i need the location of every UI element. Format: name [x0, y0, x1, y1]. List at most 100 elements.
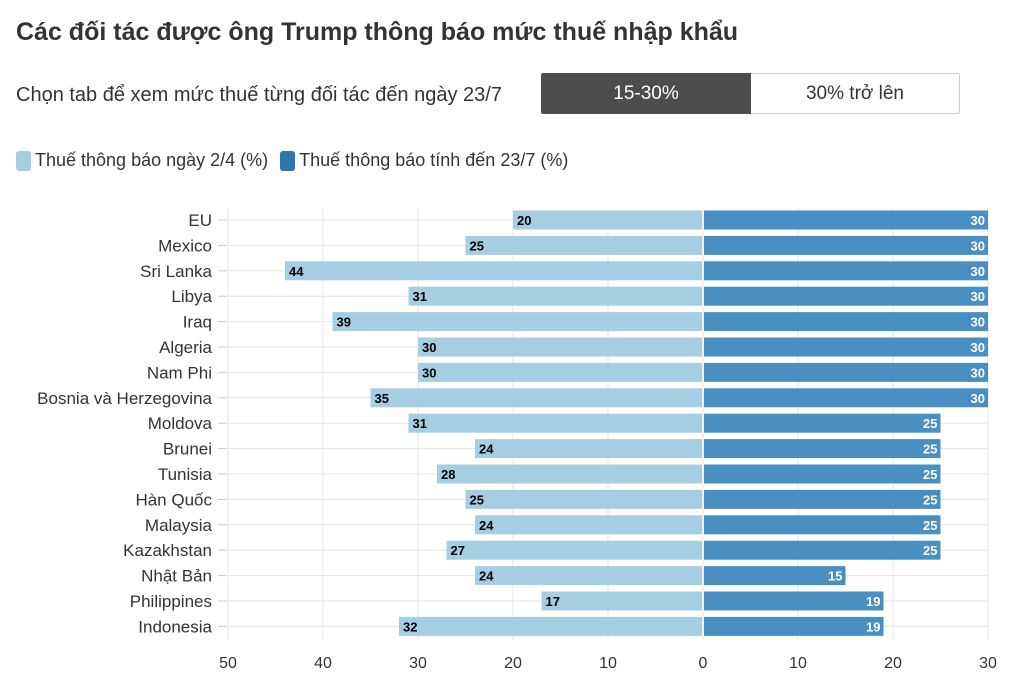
data-label-before: 35 [375, 391, 389, 406]
bar-before[interactable] [475, 439, 702, 459]
category-label: Hàn Quốc [135, 490, 212, 509]
data-label-after: 30 [971, 238, 985, 253]
bar-after[interactable] [704, 362, 988, 382]
legend-swatch-before [16, 150, 31, 171]
data-label-after: 30 [971, 289, 985, 304]
data-label-before: 20 [517, 213, 531, 228]
category-label: Tunisia [158, 465, 213, 484]
data-label-after: 19 [866, 619, 880, 634]
bar-before[interactable] [399, 616, 702, 636]
data-label-after: 30 [971, 340, 985, 355]
category-label: Iraq [183, 313, 212, 332]
bar-after[interactable] [704, 312, 988, 332]
data-label-after: 30 [971, 264, 985, 279]
bar-before[interactable] [475, 566, 702, 586]
data-label-before: 17 [546, 594, 560, 609]
x-tick-label: 20 [504, 655, 522, 672]
bar-before[interactable] [418, 337, 702, 357]
bar-before[interactable] [370, 388, 703, 408]
category-label: Moldova [148, 414, 213, 433]
data-label-before: 44 [289, 264, 304, 279]
bar-before[interactable] [332, 312, 703, 332]
data-label-after: 25 [923, 518, 937, 533]
x-axis: 50 40 30 20 10 0 10 20 30 [219, 655, 997, 672]
bar-before[interactable] [475, 515, 702, 535]
bar-after[interactable] [704, 566, 846, 586]
bar-before[interactable] [437, 464, 702, 484]
data-label-before: 32 [403, 619, 417, 634]
bar-before[interactable] [418, 362, 702, 382]
bar-after[interactable] [704, 413, 941, 433]
data-label-before: 31 [413, 289, 427, 304]
data-label-after: 25 [923, 492, 937, 507]
data-label-after: 30 [971, 213, 985, 228]
bar-before[interactable] [465, 489, 703, 509]
chart-subtitle: Chọn tab để xem mức thuế từng đối tác đế… [16, 84, 502, 106]
data-label-before: 24 [479, 518, 494, 533]
bar-before[interactable] [513, 210, 702, 230]
x-tick-label: 50 [219, 655, 237, 672]
bar-after[interactable] [704, 235, 988, 255]
bar-after[interactable] [704, 439, 941, 459]
data-label-after: 30 [971, 391, 985, 406]
category-label: Brunei [163, 440, 212, 459]
x-tick-label: 10 [599, 655, 617, 672]
bar-after[interactable] [704, 337, 988, 357]
bar-after[interactable] [704, 616, 884, 636]
data-label-after: 19 [866, 594, 880, 609]
bar-before[interactable] [465, 235, 703, 255]
category-label: Algeria [159, 338, 212, 357]
tab-group: 15-30% 30% trở lên [541, 73, 960, 114]
tab-30-plus[interactable]: 30% trở lên [751, 73, 960, 114]
data-label-before: 25 [470, 238, 484, 253]
category-label: Sri Lanka [140, 262, 212, 281]
bar-after[interactable] [704, 591, 884, 611]
data-label-before: 25 [470, 492, 484, 507]
data-label-before: 24 [479, 442, 494, 457]
x-tick-label: 0 [699, 655, 708, 672]
data-label-before: 27 [451, 543, 465, 558]
bar-before[interactable] [285, 261, 702, 281]
data-label-after: 30 [971, 365, 985, 380]
bar-after[interactable] [704, 286, 988, 306]
category-label: Mexico [158, 236, 212, 255]
bar-after[interactable] [704, 489, 941, 509]
category-label: Indonesia [138, 617, 212, 636]
data-label-before: 30 [422, 365, 436, 380]
category-label: Nhật Bản [141, 567, 212, 586]
bar-after[interactable] [704, 540, 941, 560]
x-tick-label: 30 [979, 655, 997, 672]
bars-layer [285, 210, 988, 636]
bar-after[interactable] [704, 464, 941, 484]
data-label-after: 15 [828, 569, 842, 584]
legend-item-after[interactable]: Thuế thông báo tính đến 23/7 (%) [280, 150, 568, 171]
x-tick-label: 30 [409, 655, 427, 672]
bar-after[interactable] [704, 261, 988, 281]
bar-after[interactable] [704, 210, 988, 230]
legend-swatch-after [280, 150, 296, 171]
legend-item-before[interactable]: Thuế thông báo ngày 2/4 (%) [16, 150, 268, 171]
bar-before[interactable] [541, 591, 703, 611]
category-label: Malaysia [145, 516, 213, 535]
bar-before[interactable] [446, 540, 703, 560]
category-label: EU [188, 211, 212, 230]
tab-15-30[interactable]: 15-30% [541, 73, 751, 114]
data-label-before: 39 [337, 315, 351, 330]
legend-label-after: Thuế thông báo tính đến 23/7 (%) [299, 150, 569, 170]
data-label-before: 30 [422, 340, 436, 355]
category-label: Nam Phi [147, 363, 212, 382]
x-tick-label: 10 [789, 655, 807, 672]
bar-before[interactable] [408, 286, 703, 306]
bar-before[interactable] [408, 413, 703, 433]
x-tick-label: 40 [314, 655, 332, 672]
data-label-after: 30 [971, 315, 985, 330]
data-label-after: 25 [923, 543, 937, 558]
bar-after[interactable] [704, 515, 941, 535]
legend: Thuế thông báo ngày 2/4 (%) Thuế thông b… [16, 150, 580, 171]
data-label-after: 25 [923, 467, 937, 482]
chart-title: Các đối tác được ông Trump thông báo mức… [16, 18, 739, 46]
category-label: Kazakhstan [123, 541, 212, 560]
legend-label-before: Thuế thông báo ngày 2/4 (%) [35, 150, 269, 170]
category-label: Bosnia và Herzegovina [37, 389, 212, 408]
bar-after[interactable] [704, 388, 988, 408]
